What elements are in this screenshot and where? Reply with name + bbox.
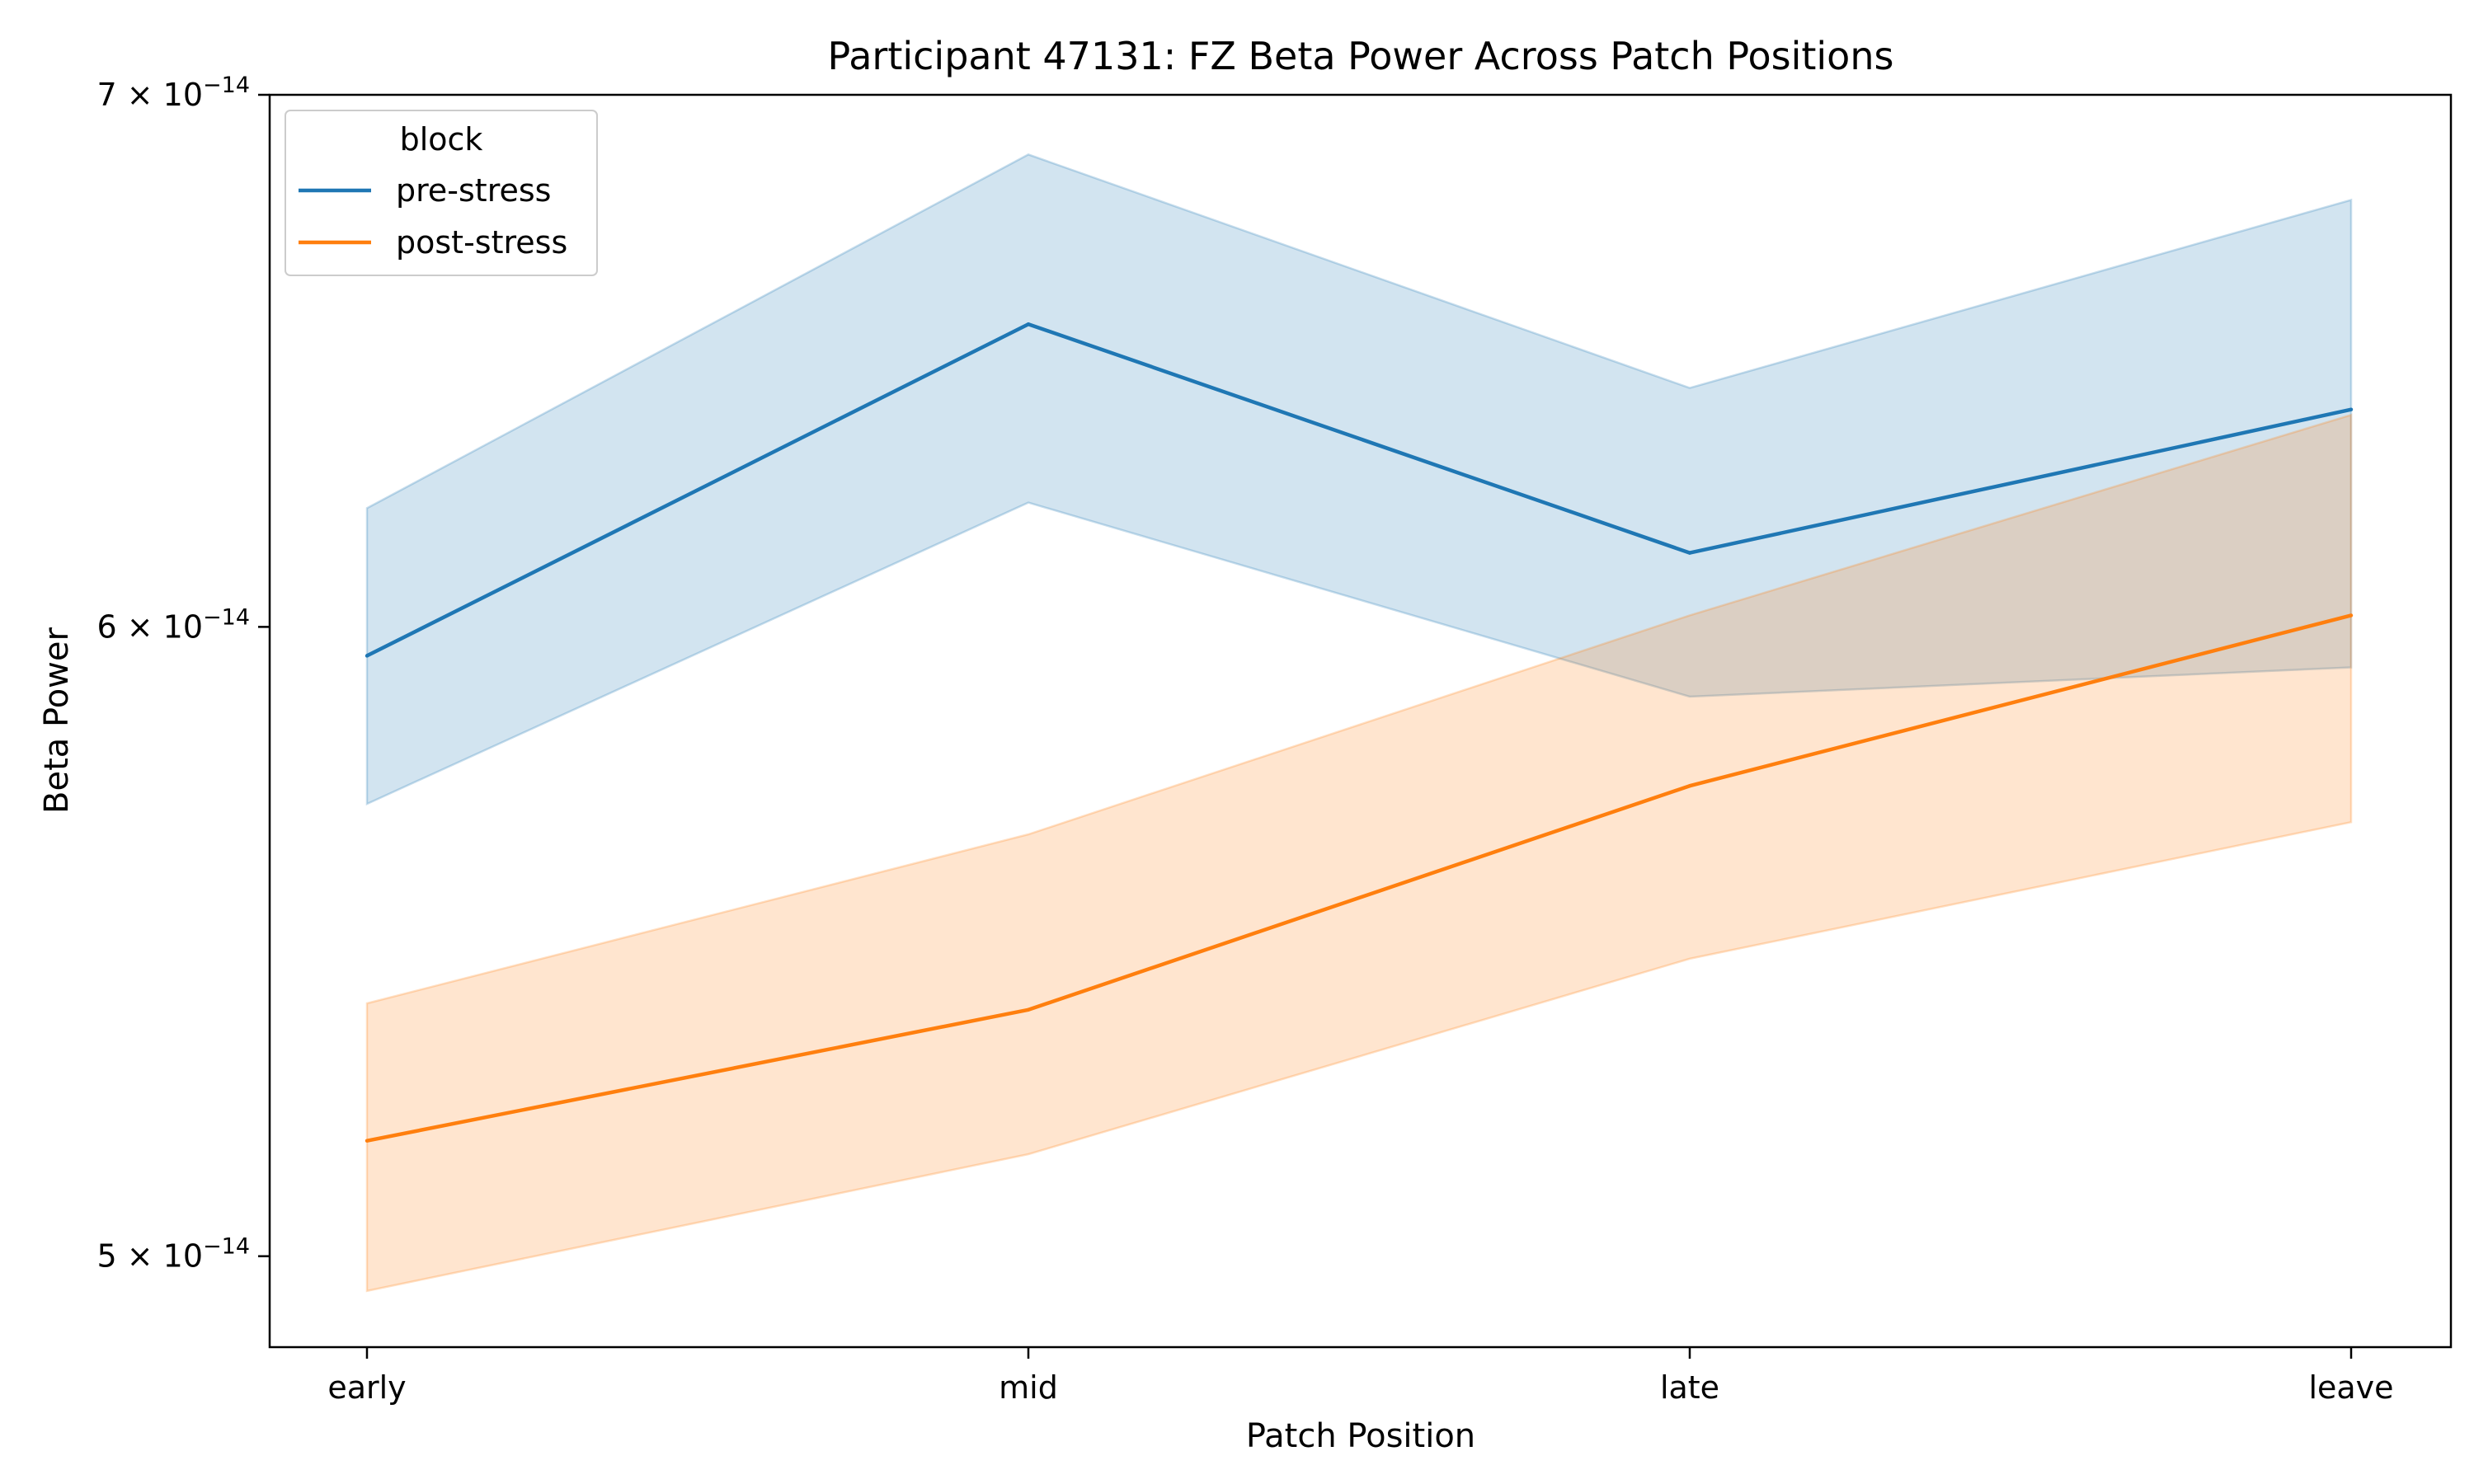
x-axis-label: Patch Position — [1246, 1417, 1475, 1455]
series-lines — [365, 322, 2354, 1143]
data-point-pre-stress-early — [365, 654, 369, 658]
x-axis: early mid late leave — [327, 1347, 2394, 1406]
y-tick-label-6: 6 × 10−14 — [96, 604, 250, 645]
series-line-pre-stress — [365, 322, 2352, 658]
x-tick-label-late: late — [1660, 1369, 1719, 1406]
y-axis: 5 × 10−14 6 × 10−14 7 × 10−14 — [96, 73, 270, 1275]
x-tick-label-leave: leave — [2308, 1369, 2393, 1406]
x-tick-label-early: early — [327, 1369, 406, 1406]
data-point-post-stress-mid — [1026, 1007, 1031, 1012]
y-tick-label-5: 5 × 10−14 — [96, 1234, 250, 1275]
confidence-bands — [365, 153, 2353, 1293]
legend-label-pre-stress: pre-stress — [396, 172, 551, 209]
x-tick-label-mid: mid — [999, 1369, 1058, 1406]
plot-area-frame — [268, 93, 2453, 1349]
legend-title: block — [400, 121, 483, 157]
y-axis-label: Beta Power — [38, 627, 76, 814]
y-tick-label-7: 7 × 10−14 — [96, 73, 250, 113]
chart-title: Participant 47131: FZ Beta Power Across … — [828, 34, 1894, 78]
ci-band-pre-stress — [365, 153, 2353, 806]
series-line-post-stress — [366, 613, 2352, 1143]
data-point-pre-stress-mid — [1026, 322, 1031, 326]
data-point-post-stress-late — [1687, 784, 1692, 788]
data-point-pre-stress-leave — [2349, 407, 2354, 411]
legend-box — [285, 110, 598, 276]
data-point-post-stress-leave — [2349, 613, 2354, 618]
legend-label-post-stress: post-stress — [396, 224, 567, 261]
data-point-pre-stress-late — [1687, 551, 1692, 555]
ci-band-post-stress — [365, 413, 2353, 1293]
data-point-post-stress-early — [365, 1139, 369, 1143]
legend: block pre-stress post-stress — [285, 110, 598, 276]
